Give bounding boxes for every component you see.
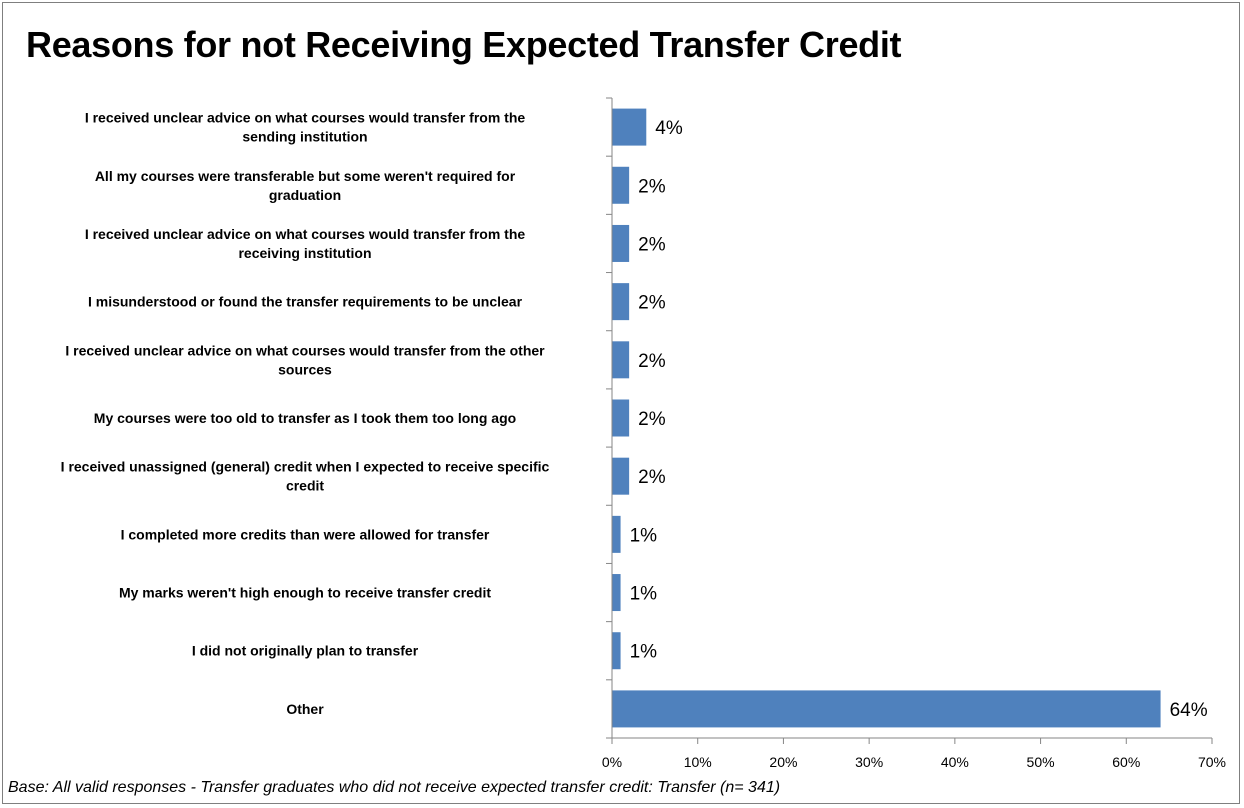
bar [612, 108, 647, 146]
x-tick-label: 60% [1112, 754, 1140, 770]
bar [612, 632, 621, 670]
data-label: 2% [638, 176, 666, 197]
x-tick-label: 40% [941, 754, 969, 770]
category-label: My courses were too old to transfer as I… [94, 410, 516, 426]
bar [612, 515, 621, 553]
bar [612, 690, 1161, 728]
category-label: Other [286, 701, 324, 717]
x-tick-label: 0% [602, 754, 622, 770]
data-label: 4% [655, 118, 683, 139]
x-tick-label: 70% [1198, 754, 1226, 770]
data-label: 2% [638, 234, 666, 255]
category-label: I received unclear advice on what course… [65, 342, 545, 377]
x-tick-label: 30% [855, 754, 883, 770]
category-label: I received unclear advice on what course… [85, 226, 526, 261]
data-label: 2% [638, 293, 666, 314]
data-label: 1% [630, 642, 658, 663]
x-tick-label: 10% [684, 754, 712, 770]
category-label: I received unclear advice on what course… [85, 110, 526, 145]
bar [612, 283, 630, 321]
bar [612, 457, 630, 495]
bar [612, 224, 630, 262]
data-label: 2% [638, 351, 666, 372]
category-label: I completed more credits than were allow… [121, 526, 490, 542]
category-label: I received unassigned (general) credit w… [61, 459, 550, 494]
chart-footnote: Base: All valid responses - Transfer gra… [8, 779, 781, 796]
data-label: 2% [638, 409, 666, 430]
bar [612, 399, 630, 437]
category-label: I misunderstood or found the transfer re… [88, 294, 523, 310]
x-tick-label: 50% [1027, 754, 1055, 770]
bar [612, 574, 621, 612]
category-label: I did not originally plan to transfer [192, 643, 419, 659]
data-label: 2% [638, 467, 666, 488]
data-label: 64% [1170, 700, 1208, 721]
data-label: 1% [630, 525, 658, 546]
bar [612, 341, 630, 379]
bar [612, 166, 630, 204]
category-label: All my courses were transferable but som… [95, 168, 516, 203]
chart-title: Reasons for not Receiving Expected Trans… [26, 24, 902, 65]
data-label: 1% [630, 584, 658, 605]
x-tick-label: 20% [769, 754, 797, 770]
category-label: My marks weren't high enough to receive … [119, 585, 491, 601]
